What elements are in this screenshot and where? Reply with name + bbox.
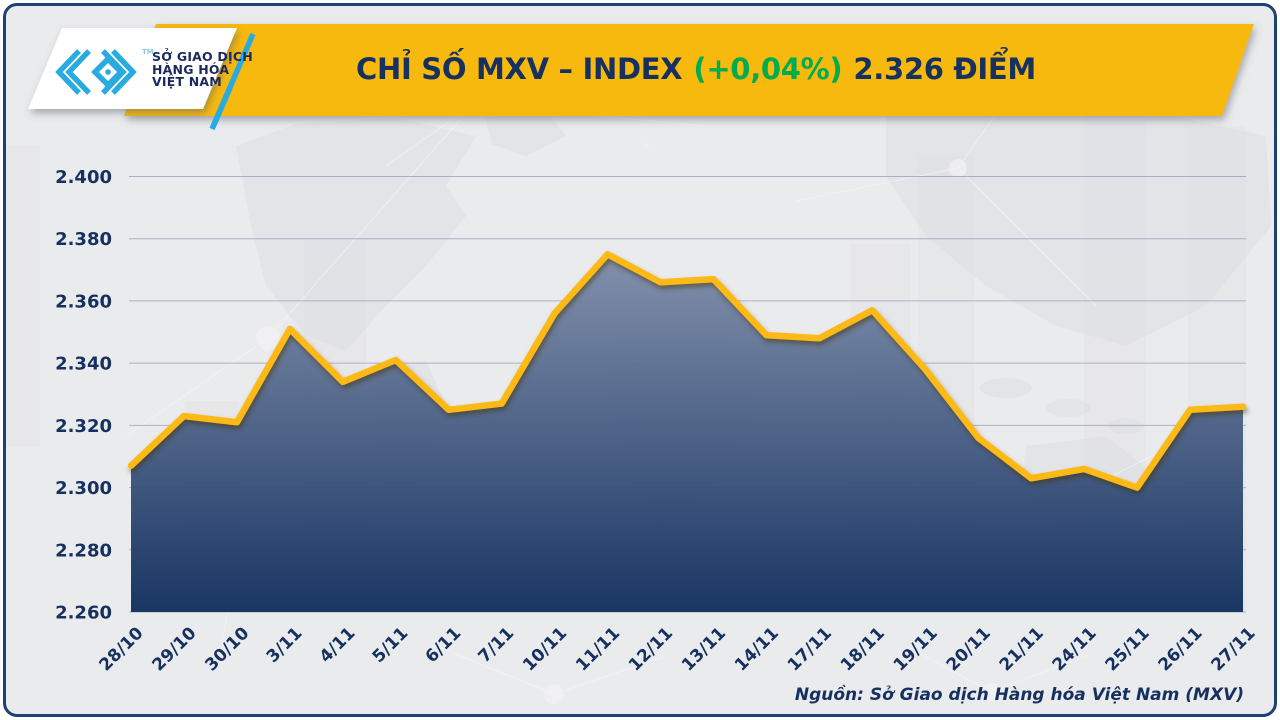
x-axis-label: 3/11 (263, 623, 307, 667)
title-main: CHỈ SỐ MXV – INDEX (356, 52, 683, 86)
x-axis-label: 27/11 (1208, 623, 1260, 675)
x-axis-label: 20/11 (943, 623, 995, 675)
x-axis-label: 19/11 (890, 623, 942, 675)
x-axis-label: 21/11 (996, 623, 1048, 675)
x-axis-label: 17/11 (784, 623, 836, 675)
title-value: 2.326 ĐIỂM (853, 52, 1036, 86)
y-axis-label: 2.280 (55, 540, 112, 561)
mxv-logo-mark-icon (55, 49, 137, 95)
x-axis-label: 26/11 (1155, 623, 1207, 675)
x-axis-label: 5/11 (369, 623, 413, 667)
y-axis-label: 2.400 (55, 167, 112, 188)
watermark-bars (6, 96, 1246, 611)
source-caption: Nguồn: Sở Giao dịch Hàng hóa Việt Nam (M… (794, 685, 1244, 705)
mxv-logo: TM SỞ GIAO DỊCH HÀNG HÓA VIỆT NAM (6, 6, 286, 146)
y-axis-label: 2.320 (55, 416, 112, 437)
chart-frame: 2.400 2.380 2.360 2.340 2.320 2.300 2.280 2.260… (3, 3, 1277, 717)
x-axis-label: 30/10 (201, 623, 253, 675)
x-axis-label: 14/11 (731, 623, 783, 675)
x-axis-label: 28/10 (96, 623, 148, 675)
index-area-fill (131, 254, 1243, 612)
x-axis-label: 25/11 (1102, 623, 1154, 675)
title-change-badge: (+0,04%) (693, 52, 843, 86)
x-axis-label: 7/11 (475, 623, 519, 667)
constellation-nodes (63, 83, 1159, 704)
x-axis-label: 24/11 (1049, 623, 1101, 675)
logo-org-line3: VIỆT NAM (152, 74, 222, 90)
gridlines-group (129, 176, 1246, 613)
x-axis-label: 13/11 (678, 623, 730, 675)
index-series (127, 251, 1247, 612)
constellation-lines (125, 35, 1212, 695)
page-title: CHỈ SỐ MXV – INDEX (+0,04%) 2.326 ĐIỂM (156, 22, 1236, 116)
x-axis-labels: 28/10 29/10 30/10 3/11 4/11 5/11 6/11 7/11 10/11… (96, 623, 1260, 675)
world-map-silhouette (236, 101, 1271, 526)
y-axis-label: 2.360 (55, 291, 112, 312)
x-axis-label: 29/10 (148, 623, 200, 675)
index-line (127, 251, 1247, 491)
y-axis-label: 2.260 (55, 603, 112, 624)
x-axis-label: 10/11 (519, 623, 571, 675)
x-axis-label: 6/11 (422, 623, 466, 667)
x-axis-label: 11/11 (572, 623, 624, 675)
x-axis-label: 18/11 (837, 623, 889, 675)
x-axis-label: 12/11 (625, 623, 677, 675)
y-axis-label: 2.380 (55, 229, 112, 250)
y-axis-labels: 2.400 2.380 2.360 2.340 2.320 2.300 2.280 2.260 (55, 167, 112, 624)
y-axis-label: 2.340 (55, 354, 112, 375)
x-axis-label: 4/11 (316, 623, 360, 667)
y-axis-label: 2.300 (55, 478, 112, 499)
logo-org-name: SỞ GIAO DỊCH HÀNG HÓA VIỆT NAM (152, 50, 253, 90)
